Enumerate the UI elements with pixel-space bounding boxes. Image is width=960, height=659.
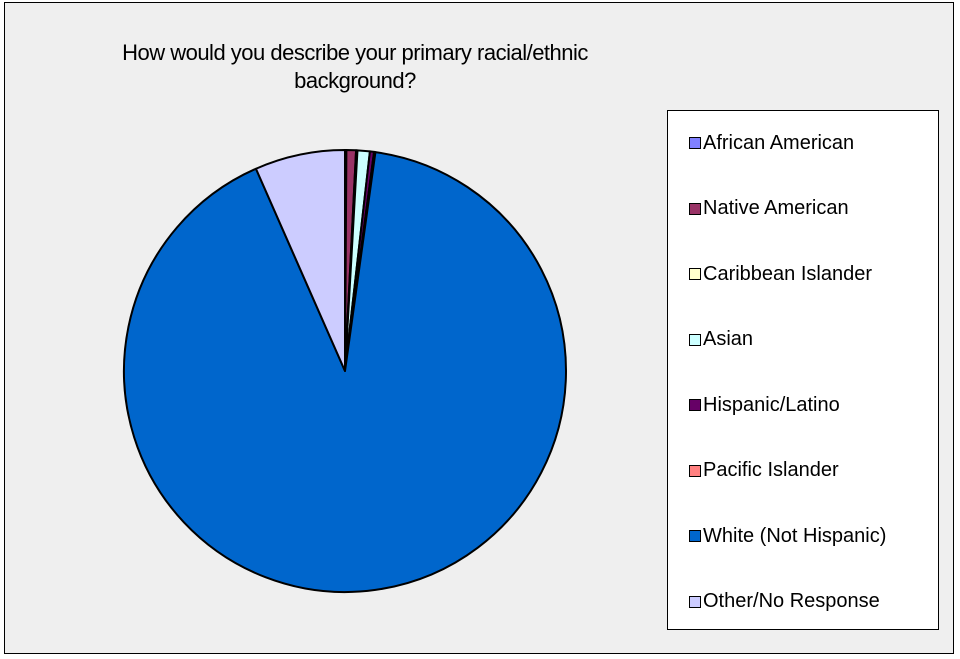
legend-item: Pacific Islander [689,459,839,483]
legend-label: Other/No Response [703,590,880,612]
legend-swatch [689,530,701,542]
legend-swatch [689,202,701,215]
legend-swatch [689,399,701,411]
legend-item: White (Not Hispanic) [689,524,886,548]
legend-label: Native American [703,197,849,219]
legend-item: Hispanic/Latino [689,393,840,417]
legend-swatch [689,137,701,149]
pie-slice-other-no-response [254,149,346,372]
legend-label: White (Not Hispanic) [703,524,887,547]
legend-item: African American [689,131,854,155]
legend-item: Caribbean Islander [689,262,872,286]
legend-label: Hispanic/Latino [703,393,840,416]
legend-swatch [689,333,701,346]
chart-title: How would you describe your primary raci… [122,40,588,93]
legend-item: Other/No Response [689,590,880,614]
legend-label: Asian [703,328,754,350]
legend-label: Caribbean Islander [703,262,872,285]
legend-item: Asian [689,328,753,352]
pie-slice-white-not-hispanic [123,151,567,594]
legend-swatch [689,268,701,280]
legend-label: Pacific Islander [703,459,839,481]
legend-swatch [689,595,701,608]
legend-label: African American [703,131,855,154]
legend: African American Native American Caribbean… [667,110,939,630]
legend-swatch [689,464,701,477]
legend-item: Native American [689,197,849,221]
